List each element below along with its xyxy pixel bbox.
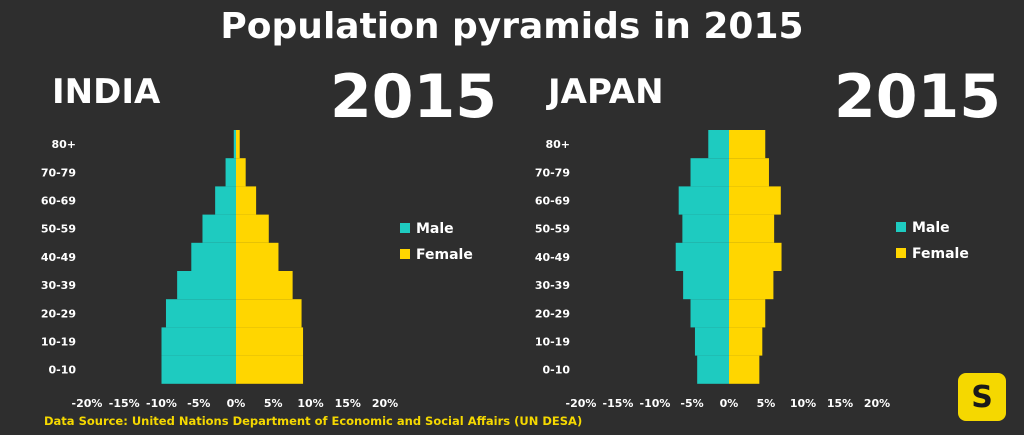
japan-age-label-40-49: 40-49 (535, 251, 570, 264)
japan-x-tick-label: 20% (864, 397, 890, 410)
japan-male-bar-40-49 (675, 242, 729, 271)
india-male-bar-40-49 (191, 242, 236, 271)
japan-male-bar-70-79 (690, 158, 729, 187)
japan-age-label-30-39: 30-39 (535, 279, 570, 292)
india-female-bar-20-29 (236, 299, 302, 328)
india-age-label-40-49: 40-49 (41, 251, 76, 264)
japan-male-bar-60-69 (678, 186, 729, 215)
japan-legend-swatch-male (896, 222, 906, 232)
japan-female-bar-10-19 (729, 327, 763, 356)
india-pyramid-chart: 0-10 10-19 20-29 30-39 40-49 50-59 60-69 70-79 8… (41, 130, 473, 410)
japan-male-bar-0-10 (697, 355, 729, 384)
india-age-label-80+: 80+ (51, 138, 76, 151)
india-x-tick-label: -15% (109, 397, 140, 410)
india-age-label-30-39: 30-39 (41, 279, 76, 292)
page-title: Population pyramids in 2015 (220, 6, 804, 47)
japan-x-tick-label: -20% (566, 397, 597, 410)
india-year-label: 2015 (330, 62, 497, 132)
india-x-tick-label: 10% (297, 397, 323, 410)
japan-legend-swatch-female (896, 248, 906, 258)
japan-pyramid-chart: 0-10 10-19 20-29 30-39 40-49 50-59 60-69 70-79 8… (535, 130, 969, 410)
india-female-bar-40-49 (236, 242, 279, 271)
japan-x-tick-label: 15% (827, 397, 853, 410)
india-female-bar-10-19 (236, 327, 304, 356)
japan-male-bar-20-29 (690, 299, 729, 328)
japan-x-tick-label: 0% (720, 397, 739, 410)
india-male-bar-30-39 (177, 271, 236, 300)
japan-country-label: JAPAN (548, 72, 664, 112)
japan-x-tick-label: 5% (757, 397, 776, 410)
japan-legend-label-male: Male (912, 220, 950, 236)
japan-year-label: 2015 (834, 62, 1001, 132)
india-male-bar-60-69 (215, 186, 236, 215)
japan-female-bar-70-79 (729, 158, 769, 187)
india-x-tick-label: 5% (264, 397, 283, 410)
india-male-bar-10-19 (161, 327, 236, 356)
japan-male-bar-80+ (708, 130, 729, 159)
india-age-label-50-59: 50-59 (41, 223, 76, 236)
japan-female-bar-60-69 (729, 186, 781, 215)
india-country-label: INDIA (52, 72, 161, 112)
japan-age-label-60-69: 60-69 (535, 195, 570, 208)
japan-female-bar-30-39 (729, 271, 774, 300)
india-age-label-10-19: 10-19 (41, 336, 76, 349)
japan-male-bar-50-59 (682, 214, 729, 243)
india-x-tick-label: -5% (187, 397, 210, 410)
india-x-tick-label: -20% (72, 397, 103, 410)
japan-x-tick-label: -5% (680, 397, 703, 410)
india-male-bar-70-79 (225, 158, 236, 187)
japan-x-tick-label: -15% (603, 397, 634, 410)
india-age-label-0-10: 0-10 (48, 364, 76, 377)
japan-age-label-80+: 80+ (545, 138, 570, 151)
india-female-bar-70-79 (236, 158, 246, 187)
india-x-tick-label: -10% (146, 397, 177, 410)
india-x-tick-label: 20% (372, 397, 398, 410)
india-female-bar-60-69 (236, 186, 257, 215)
india-age-label-20-29: 20-29 (41, 307, 76, 320)
india-x-tick-label: 15% (335, 397, 361, 410)
japan-age-label-10-19: 10-19 (535, 336, 570, 349)
india-male-bar-20-29 (165, 299, 236, 328)
india-legend-label-male: Male (416, 221, 454, 237)
japan-x-tick-label: -10% (640, 397, 671, 410)
india-legend-swatch-female (400, 249, 410, 259)
india-female-bar-30-39 (236, 271, 293, 300)
japan-female-bar-80+ (729, 130, 766, 159)
india-x-tick-label: 0% (227, 397, 246, 410)
india-male-bar-80+ (233, 130, 236, 159)
japan-legend-label-female: Female (912, 246, 969, 262)
india-male-bar-0-10 (161, 355, 236, 384)
japan-female-bar-0-10 (729, 355, 760, 384)
brand-logo: S (958, 373, 1006, 421)
japan-age-label-0-10: 0-10 (542, 364, 570, 377)
india-male-bar-50-59 (202, 214, 236, 243)
japan-female-bar-40-49 (729, 242, 782, 271)
japan-age-label-70-79: 70-79 (535, 166, 570, 179)
india-female-bar-80+ (236, 130, 240, 159)
data-source-note: Data Source: United Nations Department o… (44, 414, 583, 428)
india-legend-swatch-male (400, 223, 410, 233)
japan-female-bar-20-29 (729, 299, 766, 328)
japan-female-bar-50-59 (729, 214, 775, 243)
brand-logo-letter: S (971, 379, 993, 415)
india-female-bar-0-10 (236, 355, 304, 384)
japan-male-bar-10-19 (694, 327, 729, 356)
japan-x-tick-label: 10% (790, 397, 816, 410)
japan-age-label-20-29: 20-29 (535, 307, 570, 320)
japan-age-label-50-59: 50-59 (535, 223, 570, 236)
india-age-label-70-79: 70-79 (41, 166, 76, 179)
india-legend-label-female: Female (416, 247, 473, 263)
india-age-label-60-69: 60-69 (41, 195, 76, 208)
japan-male-bar-30-39 (683, 271, 729, 300)
india-female-bar-50-59 (236, 214, 269, 243)
